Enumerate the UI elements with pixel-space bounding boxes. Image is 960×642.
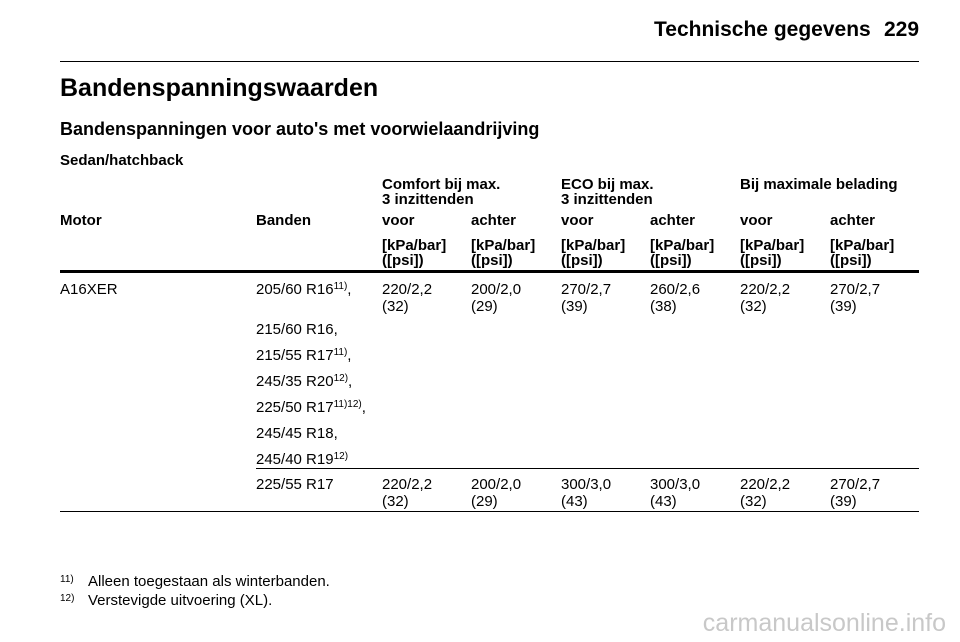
group-header-line: 3 inzittenden — [382, 191, 474, 208]
tyre-size: 245/45 R18, — [256, 425, 338, 442]
unit-header: [kPa/bar] ([psi]) — [650, 237, 715, 269]
subsection-title: Bandenspanningen voor auto's met voorwie… — [60, 119, 540, 139]
watermark: carmanualsonline.info — [702, 609, 946, 637]
group-header-line: ECO bij max. — [561, 176, 654, 193]
pressure-cell: 270/2,7 (39) — [830, 281, 881, 315]
pressure-cell: 200/2,0 (29) — [471, 476, 522, 510]
running-title: Technische gegevens — [654, 18, 871, 41]
row-divider — [256, 468, 919, 469]
header-rule — [60, 61, 919, 62]
column-header-voor: voor — [740, 212, 773, 229]
pressure-cell: 200/2,0 (29) — [471, 281, 522, 315]
footnote-12: 12) Verstevigde uitvoering (XL). — [60, 592, 273, 609]
table-header-rule — [60, 270, 919, 273]
group-header-eco: ECO bij max. 3 inzittenden — [561, 177, 654, 207]
column-header-achter: achter — [471, 212, 517, 229]
tyre-size: 245/35 R2012), — [256, 373, 353, 390]
pressure-cell: 260/2,6 (38) — [650, 281, 701, 315]
column-header-achter: achter — [830, 212, 876, 229]
unit-header: [kPa/bar] ([psi]) — [471, 237, 536, 269]
tyre-size: 245/40 R1912) — [256, 451, 349, 468]
unit-header: [kPa/bar] ([psi]) — [561, 237, 626, 269]
pressure-cell: 300/3,0 (43) — [561, 476, 612, 510]
group-header-line: 3 inzittenden — [561, 191, 653, 208]
pressure-cell: 300/3,0 (43) — [650, 476, 701, 510]
group-header-comfort: Comfort bij max. 3 inzittenden — [382, 177, 500, 207]
unit-header: [kPa/bar] ([psi]) — [830, 237, 895, 269]
tyre-size: 215/60 R16, — [256, 321, 338, 338]
unit-header: [kPa/bar] ([psi]) — [382, 237, 447, 269]
pressure-cell: 220/2,2 (32) — [740, 281, 791, 315]
group-header-line: Bij maximale belading — [740, 176, 898, 193]
column-header-voor: voor — [382, 212, 415, 229]
subsubsection-title: Sedan/hatchback — [60, 152, 184, 169]
column-header-banden: Banden — [256, 212, 312, 229]
column-header-voor: voor — [561, 212, 594, 229]
table-bottom-rule — [60, 511, 919, 512]
tyre-size: 215/55 R1711), — [256, 347, 352, 364]
column-header-motor: Motor — [60, 212, 102, 229]
tyre-size: 205/60 R1611), — [256, 281, 352, 298]
page-number: 229 — [884, 18, 920, 41]
pressure-cell: 220/2,2 (32) — [382, 281, 433, 315]
pressure-cell: 220/2,2 (32) — [382, 476, 433, 510]
motor-cell: A16XER — [60, 281, 118, 298]
pressure-cell: 270/2,7 (39) — [830, 476, 881, 510]
group-header-max-load: Bij maximale belading — [740, 177, 898, 192]
tyre-size: 225/55 R17 — [256, 476, 334, 493]
footnote-11: 11) Alleen toegestaan als winterbanden. — [60, 573, 330, 590]
column-header-achter: achter — [650, 212, 696, 229]
group-header-line: Comfort bij max. — [382, 176, 501, 193]
pressure-cell: 220/2,2 (32) — [740, 476, 791, 510]
unit-header: [kPa/bar] ([psi]) — [740, 237, 805, 269]
tyre-size: 225/50 R1711)12), — [256, 399, 366, 416]
pressure-cell: 270/2,7 (39) — [561, 281, 612, 315]
section-title: Bandenspanningswaarden — [60, 74, 379, 102]
